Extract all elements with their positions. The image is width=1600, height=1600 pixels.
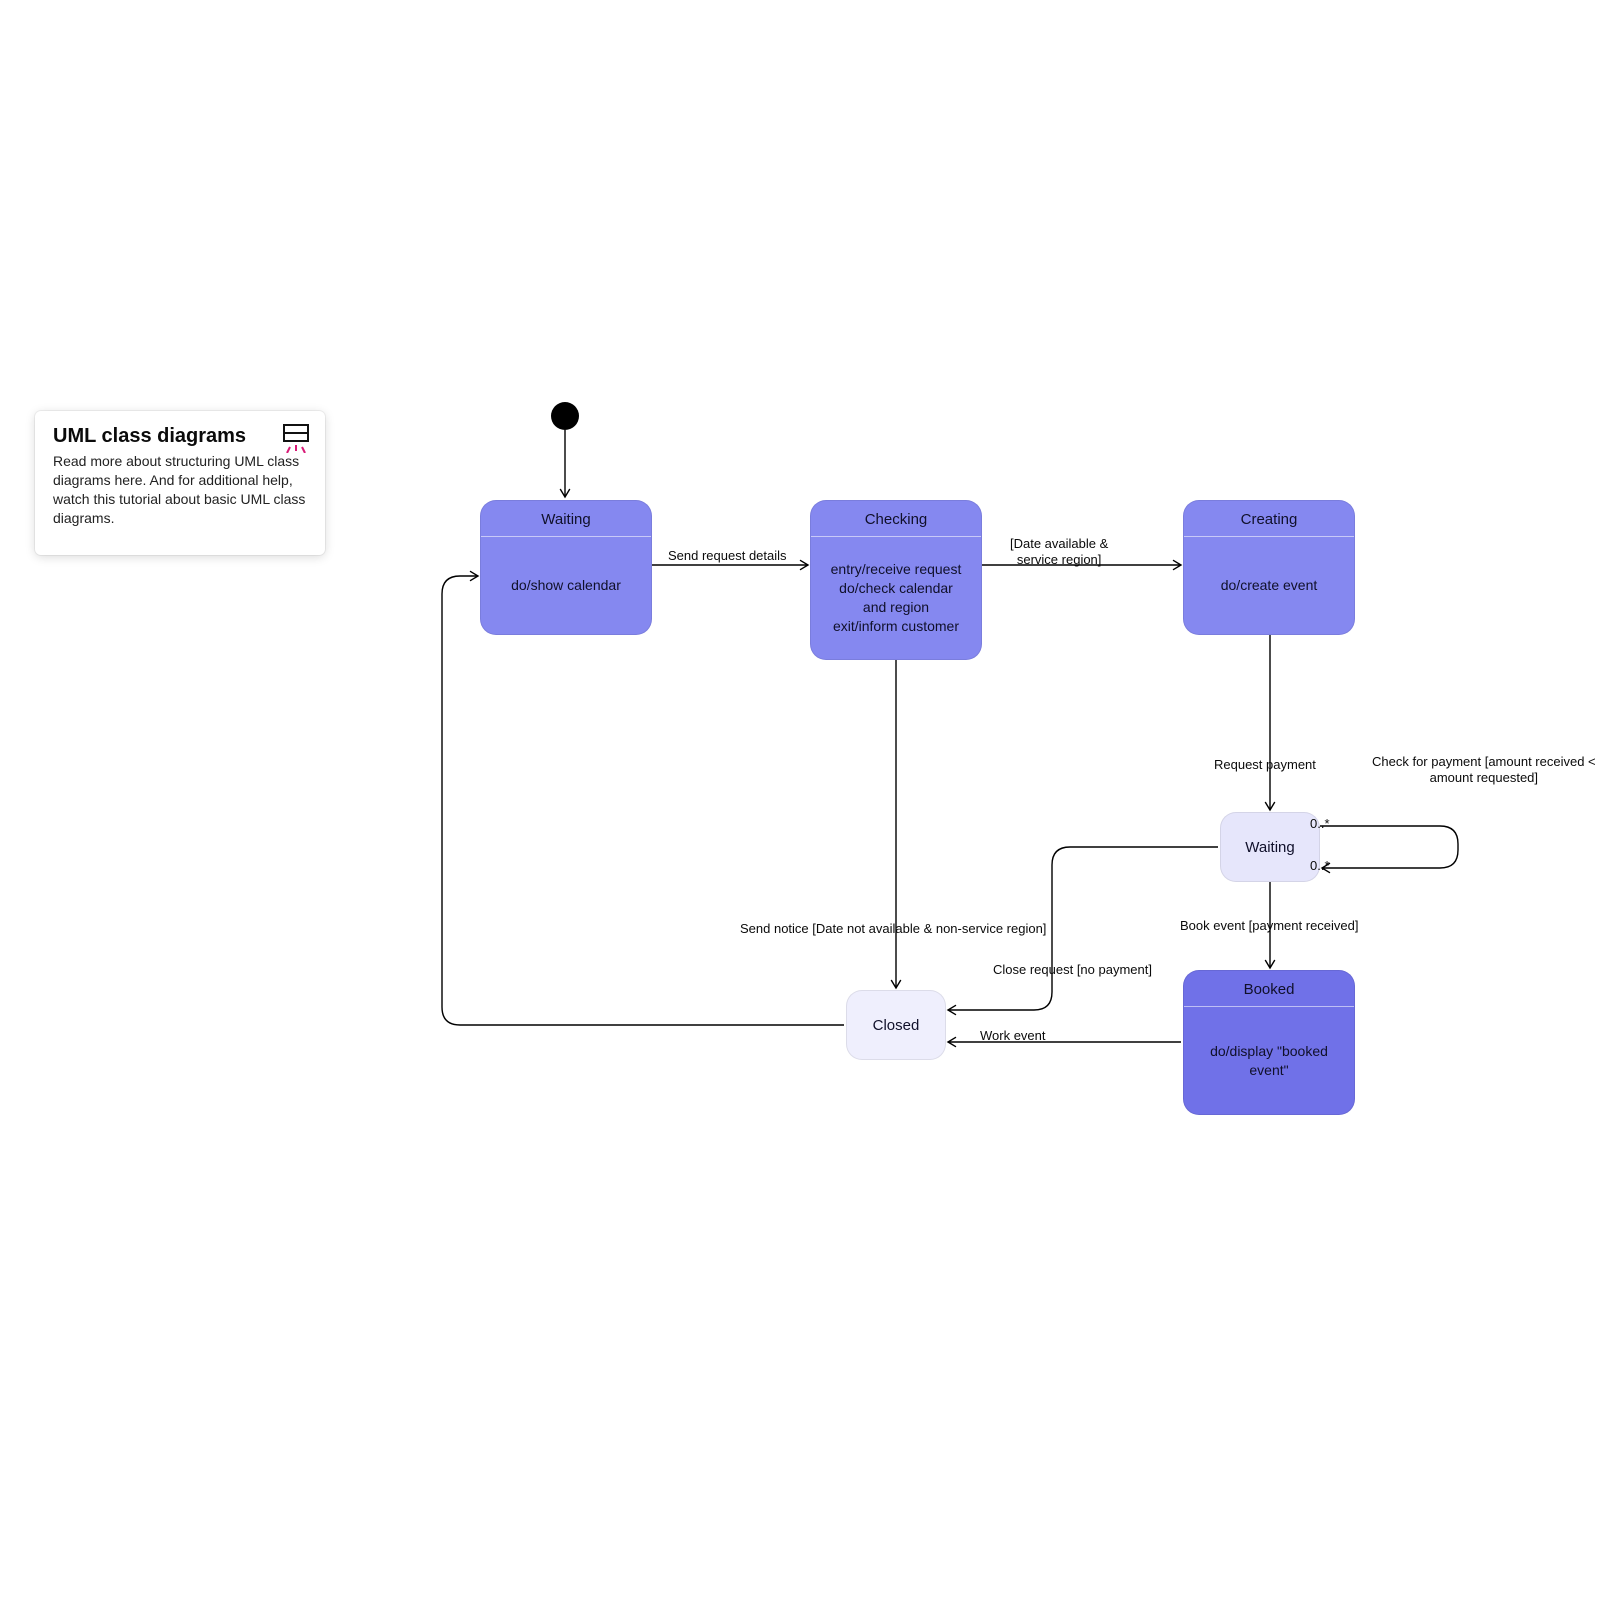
diagram-canvas: UML class diagrams Read more about struc… xyxy=(0,0,1600,1600)
state-booked[interactable]: Booked do/display "bookedevent" xyxy=(1183,970,1355,1115)
help-card-desc: Read more about structuring UML class di… xyxy=(53,452,307,528)
initial-state-node[interactable] xyxy=(551,402,579,430)
edge-label: Request payment xyxy=(1214,757,1316,773)
state-body: do/display "bookedevent" xyxy=(1184,1007,1354,1114)
state-body: entry/receive requestdo/check calendaran… xyxy=(811,537,981,659)
edge-label: Book event [payment received] xyxy=(1180,918,1359,934)
state-body: do/create event xyxy=(1184,537,1354,634)
state-title: Creating xyxy=(1184,501,1354,537)
multiplicity-label: 0..* xyxy=(1310,858,1330,873)
state-title: Waiting xyxy=(481,501,651,537)
state-checking[interactable]: Checking entry/receive requestdo/check c… xyxy=(810,500,982,660)
multiplicity-label: 0..* xyxy=(1310,816,1330,831)
edge-label: Send request details xyxy=(668,548,787,564)
state-creating[interactable]: Creating do/create event xyxy=(1183,500,1355,635)
edges-layer xyxy=(0,0,1600,1600)
edge-label: Check for payment [amount received <amou… xyxy=(1372,754,1596,787)
edge-label: [Date available &service region] xyxy=(1010,536,1108,569)
uml-class-icon xyxy=(281,423,311,453)
state-body: do/show calendar xyxy=(481,537,651,634)
state-title: Booked xyxy=(1184,971,1354,1007)
edge-label: Send notice [Date not available & non-se… xyxy=(740,921,1046,937)
state-waiting[interactable]: Waiting do/show calendar xyxy=(480,500,652,635)
state-title: Checking xyxy=(811,501,981,537)
state-closed[interactable]: Closed xyxy=(846,990,946,1060)
help-card[interactable]: UML class diagrams Read more about struc… xyxy=(35,411,325,555)
state-title: Waiting xyxy=(1245,839,1294,856)
help-card-title: UML class diagrams xyxy=(53,425,307,448)
state-waiting-payment[interactable]: Waiting xyxy=(1220,812,1320,882)
edge-label: Close request [no payment] xyxy=(993,962,1152,978)
state-title: Closed xyxy=(873,1017,920,1034)
edge-label: Work event xyxy=(980,1028,1046,1044)
